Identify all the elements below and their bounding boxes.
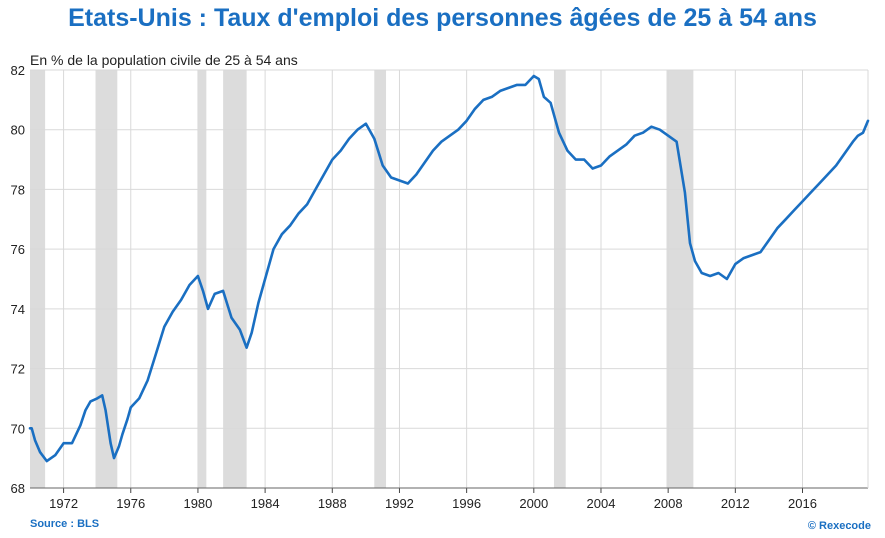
grid [30, 69, 868, 489]
y-tick-label-72: 72 [11, 362, 25, 377]
x-tick-label-1996: 1996 [452, 496, 481, 511]
recession-bands [30, 70, 694, 488]
y-tick-label-82: 82 [11, 63, 25, 78]
recession-band-2 [197, 70, 207, 488]
copyright-note: © Rexecode [807, 520, 871, 532]
chart-title: Etats-Unis : Taux d'emploi des personnes… [68, 4, 817, 32]
x-tick-label-1988: 1988 [318, 496, 347, 511]
recession-band-3 [223, 70, 247, 488]
x-tick-label-2004: 2004 [587, 496, 616, 511]
y-tick-label-68: 68 [11, 481, 25, 496]
y-tick-label-78: 78 [11, 182, 25, 197]
x-tick-label-1976: 1976 [116, 496, 145, 511]
series-line-0 [28, 74, 870, 463]
y-tick-label-76: 76 [11, 242, 25, 257]
source-note: Source : BLS [30, 518, 100, 530]
y-tick-label-80: 80 [11, 123, 25, 138]
x-tick-label-1972: 1972 [49, 496, 78, 511]
axes: 68 70 72 74 76 78 80 82 1972 1976 1980 1984 1988 1992… [11, 63, 869, 511]
chart-subtitle: En % de la population civile de 25 à 54 … [30, 52, 298, 68]
series-layer [28, 74, 870, 463]
x-tick-label-2008: 2008 [654, 496, 683, 511]
x-tick-label-1992: 1992 [385, 496, 414, 511]
x-tick-label-2012: 2012 [721, 496, 750, 511]
recession-band-5 [553, 70, 566, 488]
recession-band-4 [374, 70, 387, 488]
recession-band-1 [95, 70, 118, 488]
y-tick-label-70: 70 [11, 421, 25, 436]
x-tick-label-1984: 1984 [251, 496, 280, 511]
y-tick-label-74: 74 [11, 302, 25, 317]
x-tick-label-1980: 1980 [183, 496, 212, 511]
x-tick-label-2016: 2016 [788, 496, 817, 511]
recession-band-0 [30, 70, 46, 488]
recession-band-6 [666, 70, 694, 488]
x-tick-label-2000: 2000 [519, 496, 548, 511]
